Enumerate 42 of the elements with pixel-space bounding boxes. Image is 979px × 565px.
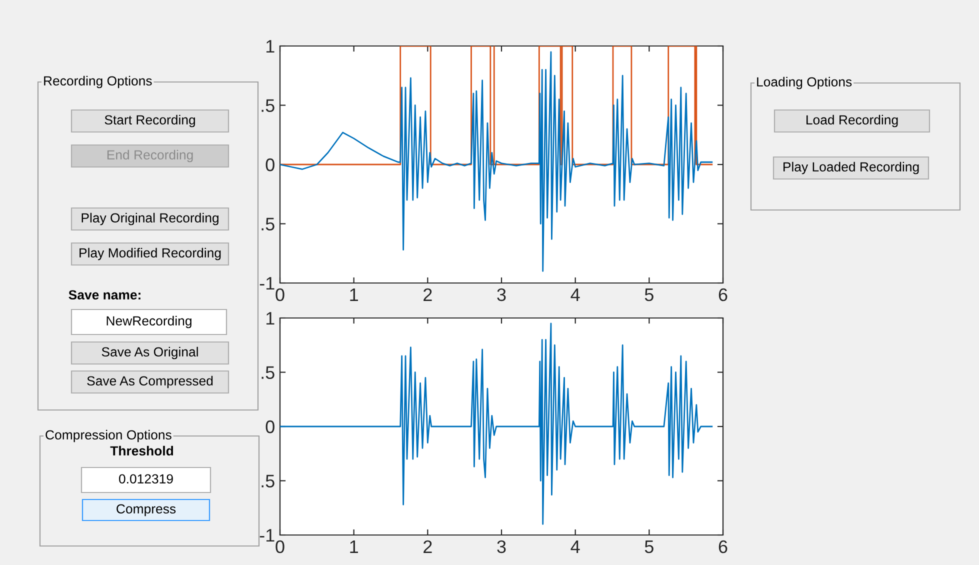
x-tick-label: 1: [350, 540, 358, 553]
text: 0.012319: [119, 474, 173, 484]
x-tick-label: 3: [497, 288, 506, 302]
text: Loading Options: [757, 76, 852, 90]
x-tick-label: 0: [276, 540, 284, 554]
text: Threshold: [110, 446, 174, 456]
x-tick-label: 6: [718, 288, 728, 302]
text: Start Recording: [104, 114, 195, 128]
text: Load Recording: [806, 114, 898, 128]
text: Compression Options: [46, 430, 172, 442]
y-tick-label: 1: [266, 312, 274, 325]
x-tick-label: 5: [644, 288, 654, 302]
y-tick-label: -1: [260, 529, 274, 542]
x-tick-label: 6: [718, 540, 728, 554]
y-tick-label: 1: [266, 40, 274, 53]
line-series: [280, 322, 713, 525]
x-tick-label: 2: [424, 540, 432, 553]
text: Save As Original: [102, 346, 198, 360]
y-tick-label: .5: [262, 366, 274, 379]
y-tick-label: .5: [262, 218, 274, 230]
text: NewRecording: [106, 316, 192, 328]
text: Compress: [116, 504, 176, 516]
text: Play Modified Recording: [80, 248, 221, 260]
y-tick-label: -1: [260, 277, 274, 290]
x-tick-label: 5: [644, 540, 654, 554]
x-tick-label: 4: [570, 288, 580, 301]
line-series: [280, 51, 713, 272]
text: Play Loaded Recording: [784, 162, 919, 174]
x-tick-label: 4: [570, 540, 580, 553]
y-tick-label: 0: [266, 420, 274, 434]
text: Recording Options: [44, 76, 152, 88]
y-tick-label: .5: [262, 99, 274, 112]
x-tick-label: 3: [497, 540, 506, 554]
text: Save name:: [68, 290, 140, 300]
x-tick-label: 2: [424, 288, 432, 301]
text: Save As Compressed: [87, 376, 213, 388]
y-tick-label: .5: [262, 474, 274, 488]
text: End Recording: [107, 150, 193, 162]
y-tick-label: 0: [266, 158, 274, 172]
x-tick-label: 1: [350, 288, 358, 301]
x-tick-label: 0: [276, 288, 284, 302]
text: Play Original Recording: [82, 212, 218, 226]
